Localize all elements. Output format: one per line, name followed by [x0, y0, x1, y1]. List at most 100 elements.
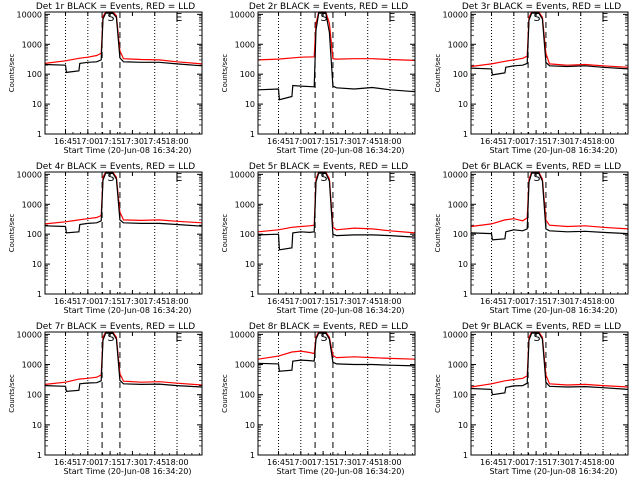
- x-axis-label: Start Time (20-Jun-08 16:34:20): [277, 467, 405, 476]
- marker-label-e: E: [175, 171, 182, 184]
- x-tick-label: 17:00: [289, 297, 312, 306]
- y-tick-label: 100: [27, 70, 42, 79]
- x-tick-label: 18:00: [378, 297, 401, 306]
- marker-label-e: E: [175, 331, 182, 344]
- x-tick-label: 16:45: [267, 458, 290, 467]
- series-lld-red-line: [257, 11, 416, 61]
- chart-title: Det 1r BLACK = Events, RED = LLD: [36, 2, 195, 12]
- y-axis-label: Counts/sec: [8, 374, 16, 413]
- marker-label-e: E: [601, 11, 608, 24]
- y-tick-label: 10000: [17, 330, 42, 339]
- y-tick-label: 1: [250, 451, 255, 460]
- plot-frame: [44, 11, 203, 135]
- x-tick-label: 17:45: [356, 137, 379, 146]
- x-tick-label: 17:45: [569, 137, 592, 146]
- x-tick-label: 17:30: [121, 137, 144, 146]
- plot-frame: [257, 11, 416, 135]
- x-tick-label: 16:45: [480, 297, 503, 306]
- marker-label-s: S: [534, 331, 541, 344]
- series-events-black-line: [470, 12, 629, 76]
- plot-frame: [470, 331, 629, 456]
- chart-title: Det 2r BLACK = Events, RED = LLD: [249, 2, 408, 12]
- y-tick-label: 10000: [17, 10, 42, 19]
- plot-frame: [470, 11, 629, 135]
- x-tick-label: 17:30: [334, 297, 357, 306]
- y-tick-label: 10000: [230, 330, 255, 339]
- y-tick-label: 1000: [235, 200, 255, 209]
- x-axis-label: Start Time (20-Jun-08 16:34:20): [490, 146, 618, 155]
- y-tick-label: 1: [37, 290, 42, 299]
- x-tick-label: 17:30: [547, 297, 570, 306]
- x-tick-label: 17:15: [312, 297, 335, 306]
- y-axis-label: Counts/sec: [8, 54, 16, 93]
- x-axis-label: Start Time (20-Jun-08 16:34:20): [64, 146, 192, 155]
- series-events-black-line: [257, 12, 416, 101]
- x-tick-label: 17:15: [99, 297, 122, 306]
- x-axis-label: Start Time (20-Jun-08 16:34:20): [64, 467, 192, 476]
- marker-label-s: S: [321, 171, 328, 184]
- x-tick-label: 17:00: [289, 137, 312, 146]
- marker-label-e: E: [388, 171, 395, 184]
- x-tick-label: 17:45: [143, 297, 166, 306]
- x-tick-label: 17:15: [312, 458, 335, 467]
- x-tick-label: 17:00: [502, 137, 525, 146]
- y-tick-label: 10000: [443, 330, 468, 339]
- y-tick-label: 1000: [448, 200, 468, 209]
- y-tick-label: 1: [37, 451, 42, 460]
- x-tick-label: 18:00: [378, 458, 401, 467]
- y-tick-label: 1: [463, 451, 468, 460]
- y-tick-label: 1: [250, 290, 255, 299]
- y-tick-label: 1000: [448, 40, 468, 49]
- x-tick-label: 17:45: [143, 458, 166, 467]
- x-tick-label: 16:45: [480, 137, 503, 146]
- x-tick-label: 17:15: [525, 137, 548, 146]
- x-axis-label: Start Time (20-Jun-08 16:34:20): [64, 306, 192, 315]
- x-tick-label: 17:00: [76, 137, 99, 146]
- x-tick-label: 17:30: [547, 458, 570, 467]
- y-axis-label: Counts/sec: [434, 214, 442, 253]
- x-tick-label: 17:30: [547, 137, 570, 146]
- x-tick-label: 18:00: [591, 458, 614, 467]
- y-tick-label: 1000: [448, 361, 468, 370]
- x-tick-label: 18:00: [165, 137, 188, 146]
- x-tick-label: 16:45: [54, 458, 77, 467]
- plot-frame: [44, 171, 203, 295]
- y-tick-label: 1000: [235, 361, 255, 370]
- y-axis-label: Counts/sec: [434, 374, 442, 413]
- x-tick-label: 17:30: [121, 297, 144, 306]
- y-tick-label: 100: [27, 391, 42, 400]
- chart-title: Det 7r BLACK = Events, RED = LLD: [36, 322, 195, 332]
- y-axis-label: Counts/sec: [221, 54, 229, 93]
- x-tick-label: 17:15: [525, 297, 548, 306]
- x-tick-label: 17:45: [569, 458, 592, 467]
- x-tick-label: 16:45: [54, 297, 77, 306]
- y-tick-label: 10: [245, 100, 255, 109]
- marker-label-s: S: [321, 331, 328, 344]
- marker-label-s: S: [108, 171, 115, 184]
- plot-frame: [470, 171, 629, 295]
- x-tick-label: 18:00: [378, 137, 401, 146]
- y-axis-label: Counts/sec: [221, 214, 229, 253]
- y-tick-label: 1: [250, 130, 255, 139]
- series-events-black-line: [257, 172, 416, 251]
- y-tick-label: 100: [453, 391, 468, 400]
- y-tick-label: 10: [245, 260, 255, 269]
- chart-title: Det 9r BLACK = Events, RED = LLD: [462, 322, 621, 332]
- y-axis-label: Counts/sec: [8, 214, 16, 253]
- series-events-black-line: [257, 332, 416, 372]
- marker-label-s: S: [534, 171, 541, 184]
- y-tick-label: 10: [458, 100, 468, 109]
- y-tick-label: 10000: [17, 170, 42, 179]
- y-axis-label: Counts/sec: [434, 54, 442, 93]
- series-events-black-line: [44, 332, 203, 392]
- y-tick-label: 10: [32, 100, 42, 109]
- y-tick-label: 100: [27, 230, 42, 239]
- series-events-black-line: [44, 172, 203, 234]
- x-tick-label: 17:45: [143, 137, 166, 146]
- x-tick-label: 17:30: [334, 137, 357, 146]
